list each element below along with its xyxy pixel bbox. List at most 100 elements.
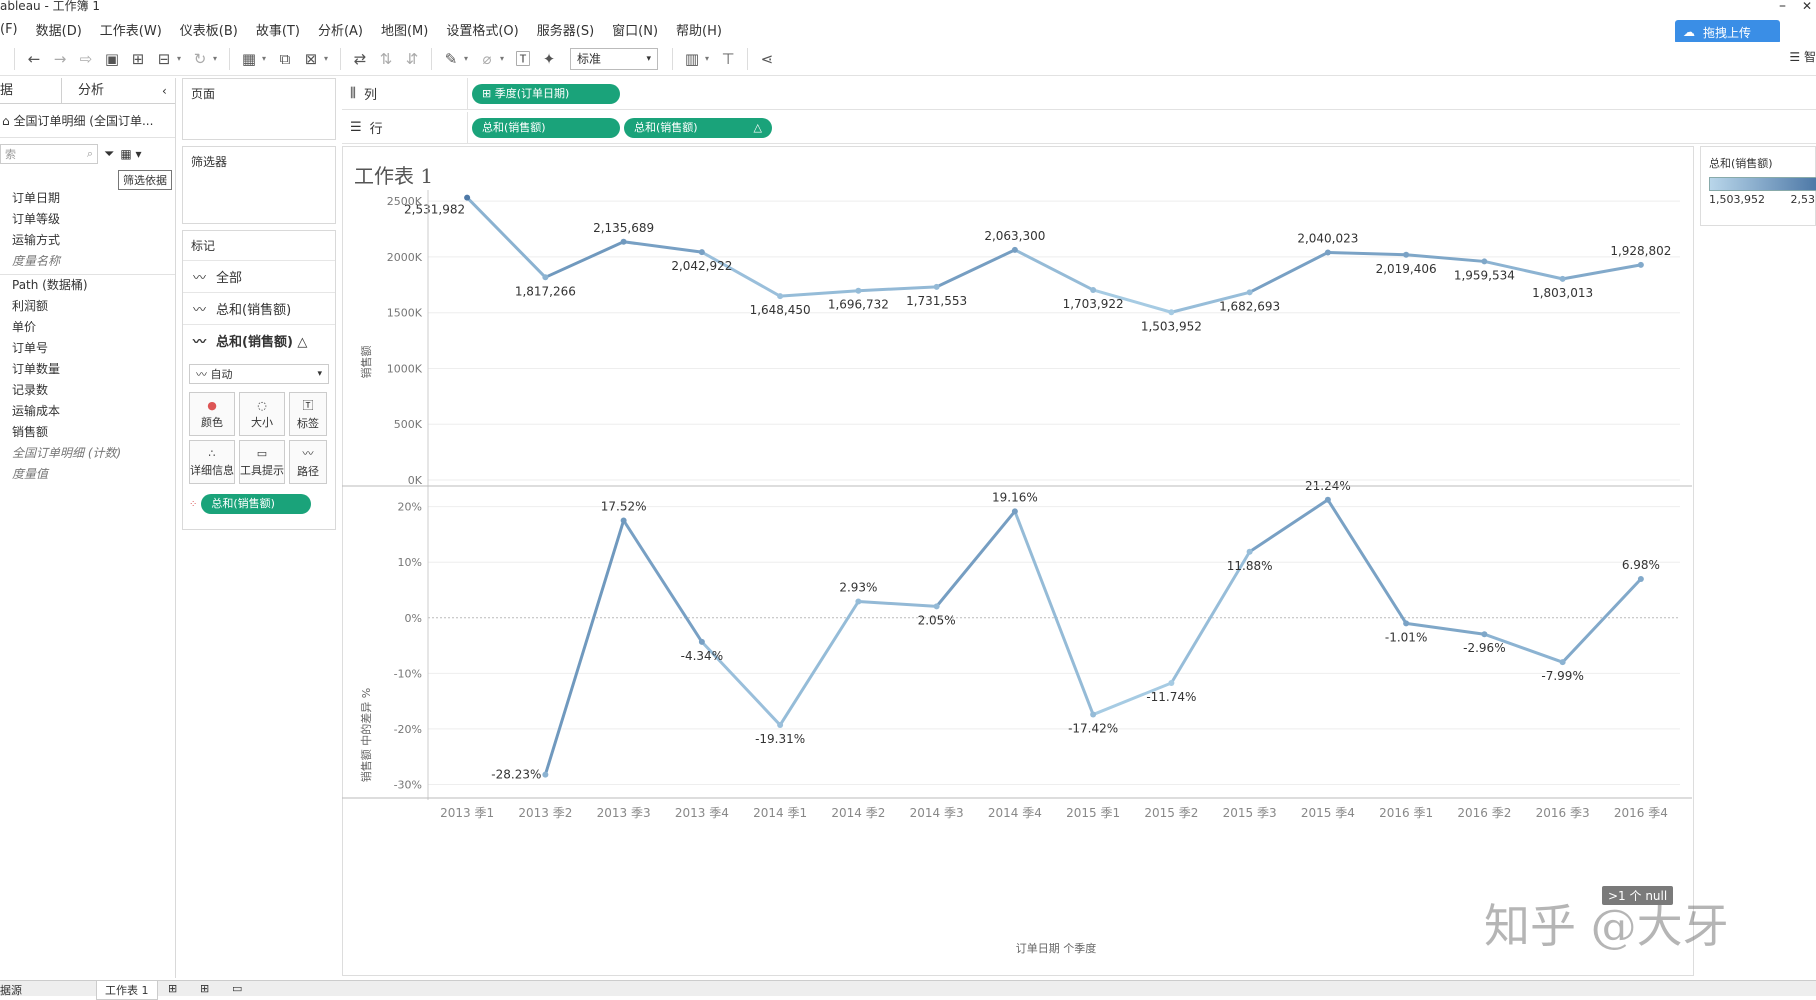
- filters-card[interactable]: 筛选器: [182, 146, 336, 224]
- data-point[interactable]: [1481, 258, 1488, 265]
- new-datasource-icon[interactable]: ⊞: [131, 49, 145, 68]
- menu-format[interactable]: 设置格式(O): [446, 23, 519, 39]
- data-point[interactable]: [1246, 548, 1253, 555]
- color-button[interactable]: ● 颜色: [189, 392, 235, 436]
- detail-button[interactable]: ∴ 详细信息: [189, 440, 235, 484]
- fit-select[interactable]: 标准 ▾: [570, 47, 658, 70]
- sort-asc-icon[interactable]: ⇅: [379, 49, 393, 68]
- data-point[interactable]: [777, 722, 784, 729]
- filter-icon[interactable]: ⏷: [104, 146, 115, 162]
- menu-data[interactable]: 数据(D): [35, 23, 82, 39]
- measure-item[interactable]: 订单数量: [12, 362, 61, 376]
- marks-tab-sales[interactable]: 〰 总和(销售额): [183, 292, 335, 324]
- data-point[interactable]: [1637, 576, 1644, 582]
- data-point[interactable]: [1324, 496, 1331, 503]
- menu-help[interactable]: 帮助(H): [676, 23, 722, 39]
- data-point[interactable]: [855, 287, 862, 294]
- menu-story[interactable]: 故事(T): [255, 23, 300, 39]
- data-point[interactable]: [620, 238, 627, 245]
- dimension-item[interactable]: 订单等级: [12, 212, 61, 226]
- data-point[interactable]: [620, 517, 627, 524]
- tab-data[interactable]: 据: [0, 78, 62, 104]
- data-point[interactable]: [542, 771, 549, 778]
- upload-button[interactable]: ☁ 拖拽上传: [1675, 20, 1780, 44]
- menu-worksheet[interactable]: 工作表(W): [99, 23, 162, 39]
- menu-server[interactable]: 服务器(S): [536, 23, 595, 39]
- tab-analysis[interactable]: 分析: [78, 83, 105, 98]
- menu-analysis[interactable]: 分析(A): [317, 23, 363, 39]
- data-point[interactable]: [1090, 711, 1097, 718]
- pin-icon[interactable]: ✦: [542, 49, 556, 68]
- menu-dashboard[interactable]: 仪表板(B): [179, 23, 238, 39]
- field-search-input[interactable]: 索 ⌕: [0, 144, 98, 164]
- new-story-icon[interactable]: ▭: [232, 982, 243, 995]
- highlight-icon[interactable]: ✎: [444, 49, 458, 68]
- menu-window[interactable]: 窗口(N): [612, 23, 659, 39]
- menu-file[interactable]: (F): [0, 21, 18, 37]
- color-legend[interactable]: 总和(销售额) 1,503,952 2,53: [1700, 146, 1816, 226]
- data-point[interactable]: [1168, 309, 1175, 316]
- measure-item[interactable]: 全国订单明细 (计数): [12, 446, 122, 460]
- measure-item[interactable]: 单价: [12, 320, 37, 334]
- back-icon[interactable]: ←: [27, 49, 41, 68]
- dimension-item[interactable]: 运输方式: [12, 233, 61, 247]
- tab-datasource[interactable]: 据源: [0, 984, 22, 997]
- pause-icon[interactable]: ⊟: [157, 49, 171, 68]
- path-button[interactable]: 〰路径: [289, 440, 327, 484]
- data-point[interactable]: [1559, 275, 1566, 282]
- measure-item[interactable]: 运输成本: [12, 404, 61, 418]
- measure-item[interactable]: 利润额: [12, 299, 49, 313]
- presentation-icon[interactable]: ⊤: [721, 49, 735, 68]
- dimension-item[interactable]: 订单日期: [12, 191, 61, 205]
- data-point[interactable]: [855, 598, 862, 605]
- data-point[interactable]: [1403, 251, 1410, 258]
- sort-desc-icon[interactable]: ⇵: [405, 49, 419, 68]
- swap-icon[interactable]: ⇄: [353, 49, 367, 68]
- data-point[interactable]: [1168, 680, 1175, 686]
- refresh-icon[interactable]: ↻: [193, 49, 207, 68]
- measure-item[interactable]: 订单号: [12, 341, 49, 355]
- forward-icon[interactable]: →: [53, 49, 67, 68]
- right-toolbar-item[interactable]: ☰ 智: [1789, 48, 1816, 65]
- data-point[interactable]: [1324, 249, 1331, 256]
- dimension-item[interactable]: 度量名称: [12, 254, 61, 268]
- measure-item[interactable]: 销售额: [12, 425, 49, 439]
- data-point[interactable]: [777, 293, 784, 300]
- share-icon[interactable]: ⋖: [760, 49, 774, 68]
- duplicate-icon[interactable]: ⧉: [279, 49, 291, 68]
- data-point[interactable]: [1011, 246, 1018, 253]
- row-pill-sales[interactable]: 总和(销售额): [472, 117, 620, 138]
- marks-tab-sales-delta[interactable]: 〰 总和(销售额) △: [183, 324, 335, 356]
- size-button[interactable]: ◌ 大小: [239, 392, 285, 436]
- measure-item[interactable]: Path (数据桶): [12, 278, 88, 292]
- marks-tab-all[interactable]: 〰 全部: [183, 260, 335, 292]
- measure-item[interactable]: 度量值: [12, 467, 49, 481]
- tooltip-button[interactable]: ▭ 工具提示: [239, 440, 285, 484]
- label-button[interactable]: 🅃 标签: [289, 392, 327, 436]
- close-icon[interactable]: ✕: [1801, 0, 1812, 13]
- measure-item[interactable]: 记录数: [12, 383, 49, 397]
- null-indicator[interactable]: >1 个 null: [1602, 886, 1674, 905]
- data-point[interactable]: [542, 274, 549, 281]
- clear-sheet-icon[interactable]: ⊠: [304, 49, 318, 68]
- new-dashboard-icon[interactable]: ⊞: [200, 982, 210, 995]
- data-point[interactable]: [1559, 659, 1566, 666]
- redo-icon[interactable]: ⇨: [79, 49, 93, 68]
- datasource-item[interactable]: ⌂ 全国订单明细 (全国订单...: [0, 104, 175, 138]
- mark-type-select[interactable]: 〰 自动 ▾: [189, 364, 329, 384]
- row-pill-sales-delta[interactable]: 总和(销售额) △: [624, 117, 772, 138]
- tab-sheet1[interactable]: 工作表 1: [96, 981, 158, 1000]
- data-point[interactable]: [933, 283, 940, 290]
- save-icon[interactable]: ▣: [104, 49, 120, 68]
- data-point[interactable]: [698, 638, 705, 645]
- data-point[interactable]: [1403, 620, 1410, 627]
- labels-icon[interactable]: 🅃: [515, 50, 531, 68]
- new-sheet-icon[interactable]: ⊞: [168, 982, 178, 995]
- group-icon[interactable]: ⌀: [482, 49, 492, 68]
- column-pill-quarter[interactable]: ⊞ 季度(订单日期): [472, 83, 620, 104]
- new-worksheet-icon[interactable]: ▦: [241, 49, 257, 68]
- data-point[interactable]: [1090, 286, 1097, 293]
- collapse-icon[interactable]: ‹: [162, 84, 167, 98]
- menu-map[interactable]: 地图(M): [380, 23, 429, 39]
- pages-card[interactable]: 页面: [182, 78, 336, 140]
